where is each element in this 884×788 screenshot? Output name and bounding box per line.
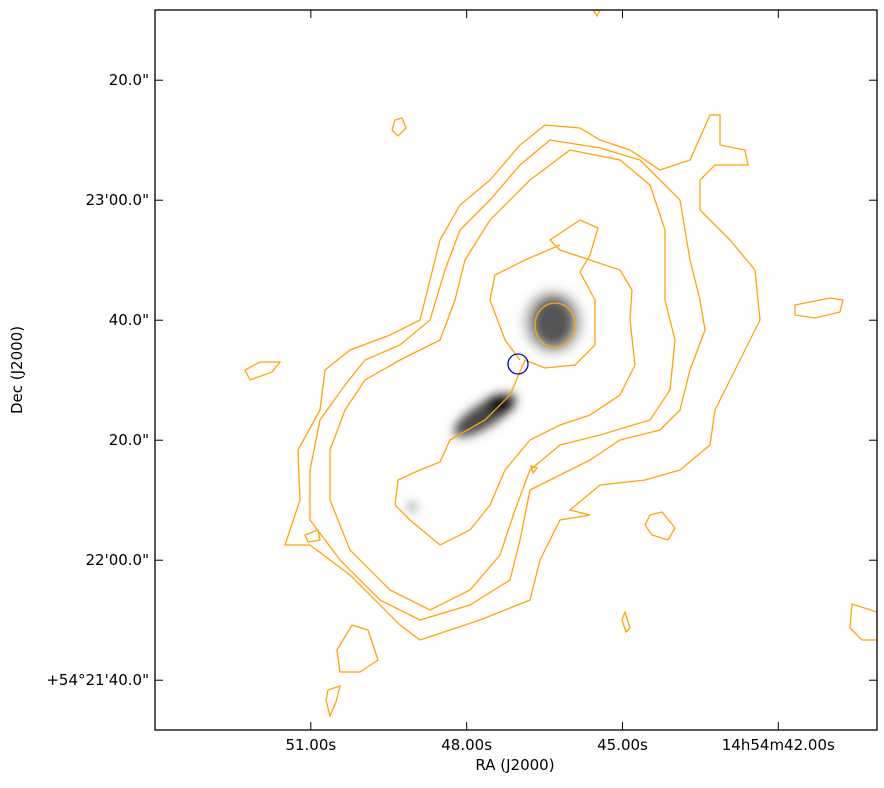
contour [849, 603, 877, 641]
contour [325, 685, 341, 719]
y-tick-label: 20.0" [109, 71, 149, 89]
x-axis-label: RA (J2000) [475, 756, 554, 774]
contour [489, 244, 561, 361]
x-tick-label: 51.00s [285, 736, 336, 754]
contour [244, 361, 282, 381]
image [244, 10, 877, 719]
contour [391, 117, 407, 137]
contour [644, 511, 676, 541]
radio-emission [407, 290, 583, 511]
contour [394, 219, 636, 546]
marker-circle [507, 353, 529, 375]
contour [794, 297, 844, 319]
contour [309, 139, 706, 621]
contour [304, 529, 321, 543]
plot-frame [154, 9, 878, 731]
y-tick-label: 23'00.0" [85, 191, 149, 209]
y-tick-label: 20.0" [109, 431, 149, 449]
contour [621, 609, 631, 634]
contour [336, 624, 379, 673]
contour [329, 149, 676, 611]
contour [534, 302, 576, 348]
x-tick-label: 48.00s [441, 736, 492, 754]
contour [592, 10, 601, 18]
y-tick-label: +54°21'40.0" [46, 671, 149, 689]
y-tick-label: 22'00.0" [85, 551, 149, 569]
contour [530, 464, 539, 475]
x-tick-label: 45.00s [597, 736, 648, 754]
y-axis-label: Dec (J2000) [8, 326, 26, 414]
x-tick-label: 14h54m42.00s [722, 736, 835, 754]
y-tick-label: 40.0" [109, 311, 149, 329]
contour [284, 114, 761, 641]
